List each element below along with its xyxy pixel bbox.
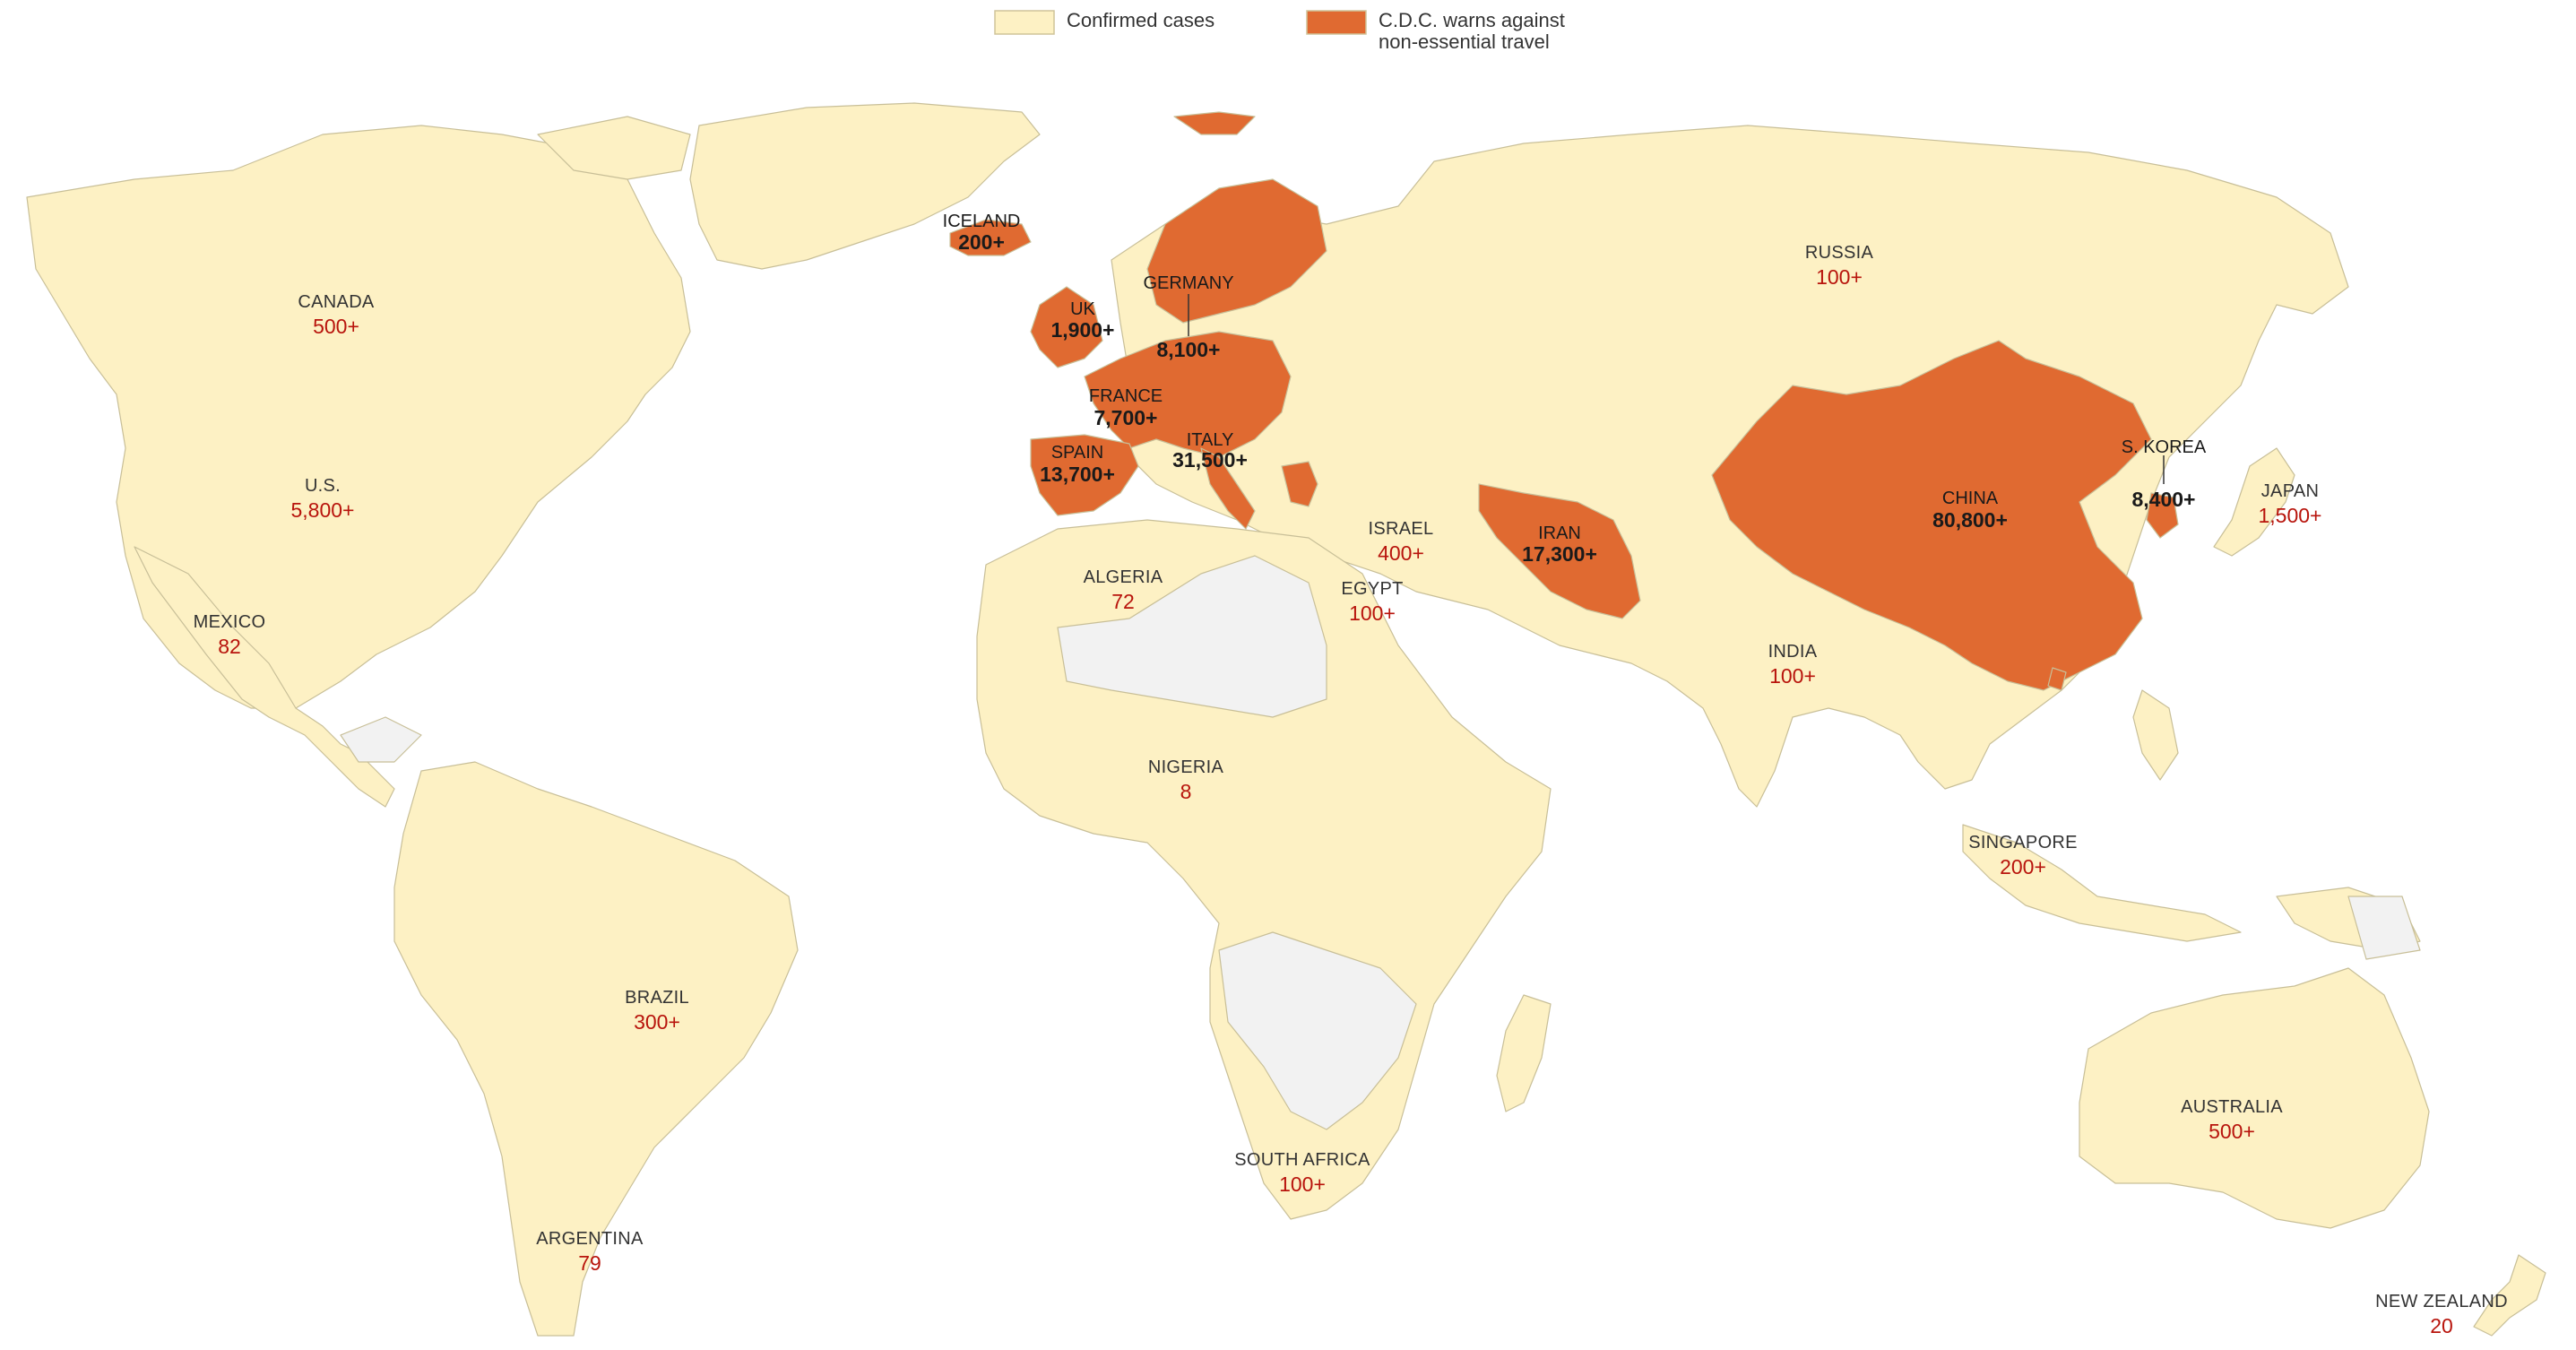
land-scandinavia: [1146, 178, 1327, 324]
label-iran-value: 17,300+: [1522, 542, 1597, 566]
land-indonesia: [1962, 824, 2242, 942]
land-spain: [1030, 434, 1139, 516]
land-madagascar: [1496, 994, 1552, 1112]
label-canada-name: CANADA: [298, 292, 375, 312]
label-algeria-name: ALGERIA: [1084, 567, 1163, 587]
legend-swatch-cdc: [1306, 10, 1367, 35]
land-china: [1711, 340, 2152, 691]
labels-cdc-warning: ICELAND 200+ UK 1,900+ GERMANY 8,100+ FR…: [943, 212, 2207, 566]
label-italy-value: 31,500+: [1172, 448, 1248, 472]
label-china-value: 80,800+: [1932, 508, 2008, 532]
label-iceland-name: ICELAND: [943, 212, 1021, 231]
label-canada-value: 500+: [313, 315, 359, 338]
label-uk-value: 1,900+: [1051, 318, 1115, 342]
label-india-value: 100+: [1769, 664, 1816, 688]
label-russia-name: RUSSIA: [1805, 243, 1874, 263]
label-mexico-value: 82: [218, 635, 241, 658]
land-caribbean-nodata: [340, 716, 422, 763]
label-germany-name: GERMANY: [1143, 273, 1233, 293]
label-russia-value: 100+: [1816, 265, 1863, 289]
label-brazil-value: 300+: [634, 1010, 680, 1034]
land-iceland: [949, 219, 1032, 256]
label-australia-name: AUSTRALIA: [2181, 1097, 2283, 1117]
land-mexico: [134, 546, 395, 808]
legend-label-confirmed: Confirmed cases: [1067, 9, 1215, 31]
land-svalbard: [1173, 111, 1256, 135]
legend-swatch-confirmed: [994, 10, 1055, 35]
label-algeria-value: 72: [1111, 590, 1135, 613]
land-s-korea: [2146, 492, 2179, 539]
land-greece: [1281, 461, 1318, 507]
label-israel-name: ISRAEL: [1369, 519, 1434, 539]
label-israel-value: 400+: [1378, 541, 1424, 565]
label-nigeria-name: NIGERIA: [1148, 757, 1224, 777]
label-china-name: CHINA: [1942, 489, 1999, 508]
label-japan-name: JAPAN: [2261, 481, 2319, 501]
label-australia-value: 500+: [2209, 1120, 2255, 1143]
label-egypt-value: 100+: [1349, 601, 1396, 625]
land-greenland: [689, 102, 1041, 270]
label-south-africa-name: SOUTH AFRICA: [1234, 1150, 1370, 1170]
label-iran-name: IRAN: [1538, 524, 1581, 543]
land-new-zealand: [2473, 1254, 2546, 1337]
land-north-america: [26, 125, 691, 709]
land-europe-schengen: [1084, 331, 1292, 458]
label-new-zealand-value: 20: [2430, 1314, 2453, 1337]
land-australia: [2079, 967, 2430, 1229]
label-mexico-name: MEXICO: [194, 612, 266, 632]
label-italy-name: ITALY: [1187, 430, 1234, 450]
land-cdc-warning: [949, 111, 2179, 691]
land-philippines: [2132, 689, 2179, 781]
land-africa: [976, 519, 1552, 1220]
land-italy: [1200, 447, 1256, 530]
legend: Confirmed cases C.D.C. warns against non…: [994, 9, 1565, 53]
label-spain-name: SPAIN: [1051, 443, 1104, 463]
label-brazil-name: BRAZIL: [625, 988, 689, 1008]
land-south-america: [393, 761, 799, 1337]
label-us-name: U.S.: [305, 476, 341, 496]
label-uk-name: UK: [1070, 299, 1095, 319]
label-india-name: INDIA: [1768, 642, 1818, 662]
label-france-value: 7,700+: [1094, 406, 1158, 429]
land-iran: [1478, 483, 1641, 619]
label-argentina-value: 79: [578, 1251, 601, 1275]
label-argentina-name: ARGENTINA: [536, 1229, 644, 1249]
label-s-korea-name: S. KOREA: [2122, 437, 2207, 457]
label-spain-value: 13,700+: [1040, 463, 1115, 486]
label-iceland-value: 200+: [958, 230, 1005, 254]
label-nigeria-value: 8: [1180, 780, 1192, 803]
label-south-africa-value: 100+: [1279, 1173, 1326, 1196]
legend-label-cdc-line2: non-essential travel: [1379, 30, 1550, 53]
label-germany-value: 8,100+: [1157, 338, 1221, 361]
legend-label-cdc-line1: C.D.C. warns against: [1379, 9, 1565, 31]
land-greenland-east-nodata: [2347, 896, 2421, 960]
land-uk: [1030, 286, 1103, 368]
label-france-name: FRANCE: [1089, 386, 1163, 406]
labels-confirmed: CANADA 500+ U.S. 5,800+ MEXICO 82 BRAZIL…: [194, 243, 2508, 1337]
land-no-data: [340, 555, 2421, 1130]
label-singapore-name: SINGAPORE: [1968, 833, 2078, 852]
land-sahara-nodata: [1057, 555, 1327, 718]
label-new-zealand-name: NEW ZEALAND: [2375, 1292, 2508, 1311]
label-singapore-value: 200+: [2000, 855, 2046, 878]
land-japan: [2213, 447, 2295, 557]
label-s-korea-value: 8,400+: [2132, 488, 2196, 511]
land-arctic-islands: [537, 116, 691, 180]
label-japan-value: 1,500+: [2259, 504, 2322, 527]
land-central-africa-nodata: [1218, 931, 1417, 1130]
label-egypt-name: EGYPT: [1341, 579, 1403, 599]
label-us-value: 5,800+: [291, 498, 355, 522]
land-hainan-taiwan: [2047, 667, 2067, 691]
